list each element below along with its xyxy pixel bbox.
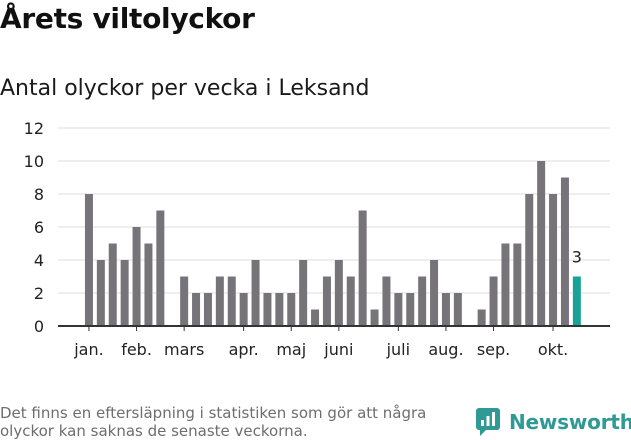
x-tick-label: aug. [428, 340, 463, 359]
x-tick-label: feb. [121, 340, 152, 359]
bar [144, 243, 153, 326]
x-tick-label: okt. [538, 340, 568, 359]
bar [263, 293, 272, 326]
bar [406, 293, 415, 326]
y-tick-label: 12 [24, 119, 44, 138]
bar [537, 161, 546, 326]
brand[interactable]: Newsworthy [475, 407, 631, 437]
bar [525, 194, 534, 326]
newsworthy-logo-icon [476, 408, 500, 436]
y-tick-label: 10 [24, 152, 44, 171]
x-tick-label: apr. [229, 340, 259, 359]
chart-subtitle: Antal olyckor per vecka i Leksand [0, 76, 370, 101]
bar [275, 293, 284, 326]
bar [84, 194, 93, 326]
bar [215, 276, 224, 326]
bar [251, 260, 260, 326]
x-tick-label: juni [323, 340, 353, 359]
bar [96, 260, 105, 326]
bar [108, 243, 117, 326]
bar [358, 210, 367, 326]
x-tick-label: maj [276, 340, 306, 359]
bar [311, 309, 320, 326]
bar [394, 293, 403, 326]
y-tick-label: 2 [34, 284, 44, 303]
x-tick-label: jan. [73, 340, 103, 359]
y-tick-label: 6 [34, 218, 44, 237]
bar [287, 293, 296, 326]
bar [430, 260, 439, 326]
bar [239, 293, 248, 326]
bar [192, 293, 201, 326]
bar [501, 243, 510, 326]
y-tick-label: 0 [34, 317, 44, 336]
bar [180, 276, 189, 326]
bar [120, 260, 129, 326]
bar [227, 276, 236, 326]
bar [203, 293, 212, 326]
bar [441, 293, 450, 326]
x-tick-label: mars [164, 340, 204, 359]
bar-current-week [572, 276, 581, 326]
bar [322, 276, 331, 326]
bar [334, 260, 343, 326]
bar [346, 276, 355, 326]
x-tick-label: sep. [477, 340, 510, 359]
bar [489, 276, 498, 326]
bar [370, 309, 379, 326]
footnote: Det finns en eftersläpning i statistiken… [0, 404, 427, 440]
bar [132, 227, 141, 326]
bar [418, 276, 427, 326]
chart-title: Årets viltolyckor [0, 2, 255, 35]
bar [513, 243, 522, 326]
y-tick-label: 4 [34, 251, 44, 270]
last-value-label: 3 [572, 248, 582, 267]
bar [299, 260, 308, 326]
bar [477, 309, 486, 326]
bar [560, 177, 569, 326]
bar [549, 194, 558, 326]
x-tick-label: juli [386, 340, 410, 359]
brand-name: Newsworthy [509, 410, 631, 434]
bar [382, 276, 391, 326]
bar [156, 210, 165, 326]
y-tick-label: 8 [34, 185, 44, 204]
bar [453, 293, 462, 326]
